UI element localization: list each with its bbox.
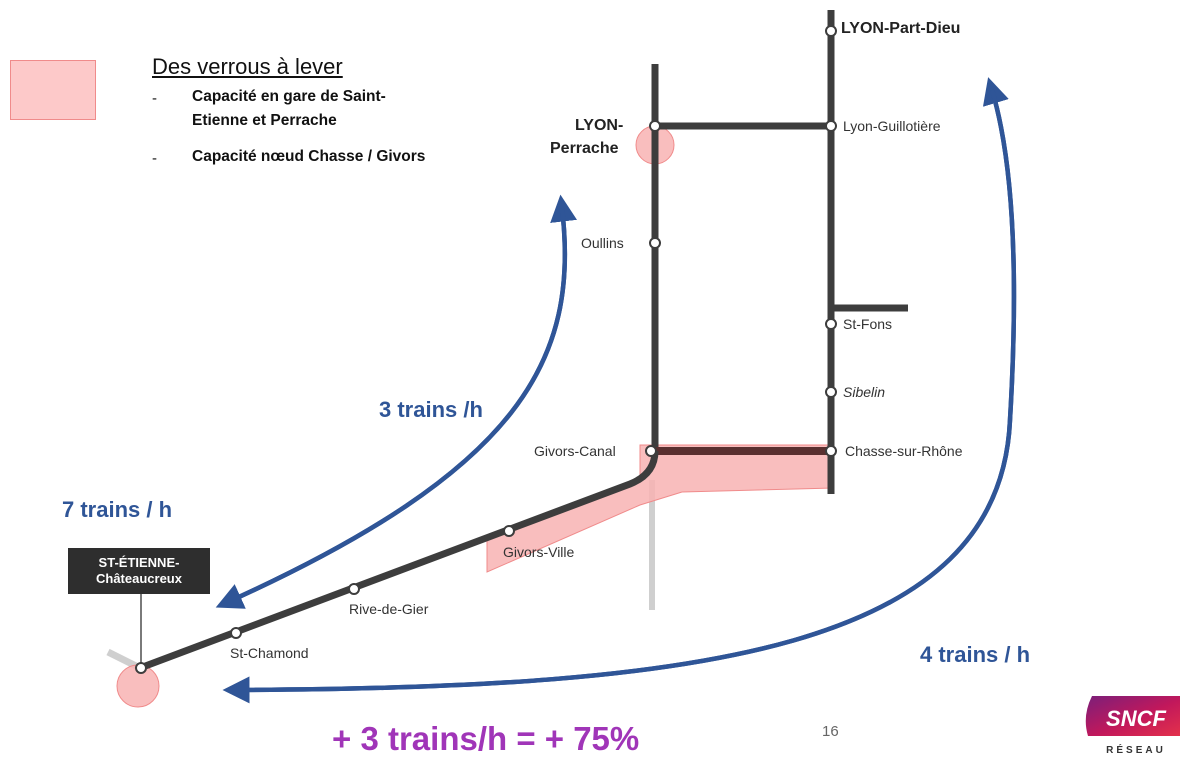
legend-bullet-2: -	[152, 150, 157, 167]
legend-item-2: Capacité nœud Chasse / Givors	[192, 148, 426, 165]
legend-bullet-1: -	[152, 90, 157, 107]
flow-label-part-dieu: 4 trains / h	[920, 642, 1031, 667]
page-number: 16	[822, 723, 839, 740]
arrow-to-st-etienne	[215, 207, 568, 609]
station-chasse-sur-rhone	[825, 445, 837, 457]
result-text: + 3 trains/h = + 75%	[332, 720, 640, 757]
label-rive-de-gier: Rive-de-Gier	[349, 601, 429, 617]
flow-label-st-etienne: 7 trains / h	[62, 497, 173, 522]
station-lyon-part-dieu	[825, 25, 837, 37]
label-st-chamond: St-Chamond	[230, 645, 309, 661]
label-lyon-guillotiere: Lyon-Guillotière	[843, 118, 941, 134]
label-sibelin: Sibelin	[843, 384, 886, 400]
flow-label-perrache: 3 trains /h	[379, 397, 483, 422]
label-lyon-perrache-1: LYON-	[575, 117, 624, 134]
label-st-etienne-chateaucreux: ST-ÉTIENNE- Châteaucreux	[68, 548, 210, 594]
station-st-fons	[825, 318, 837, 330]
legend-item-1-line-2: Etienne et Perrache	[192, 112, 337, 129]
legend-swatch	[10, 60, 96, 120]
sncf-logo-sub: RÉSEAU	[1106, 743, 1166, 756]
label-lyon-part-dieu: LYON-Part-Dieu	[841, 20, 961, 37]
label-givors-ville: Givors-Ville	[503, 544, 575, 560]
station-st-etienne	[135, 662, 147, 674]
sncf-reseau-logo: SNCF RÉSEAU	[1080, 690, 1184, 760]
station-lyon-perrache	[649, 120, 661, 132]
label-lyon-perrache-2: Perrache	[550, 140, 619, 157]
station-lyon-guillotiere	[825, 120, 837, 132]
station-givors-ville	[503, 525, 515, 537]
label-st-etienne-line-2: Châteaucreux	[96, 571, 182, 586]
legend-item-1-line-1: Capacité en gare de Saint-	[192, 88, 386, 105]
sncf-logo-brand: SNCF	[1106, 706, 1166, 731]
label-oullins: Oullins	[581, 235, 624, 251]
label-givors-canal: Givors-Canal	[534, 443, 616, 459]
legend-title: Des verrous à lever	[152, 54, 343, 79]
station-oullins	[649, 237, 661, 249]
station-givors-canal	[645, 445, 657, 457]
station-rive-de-gier	[348, 583, 360, 595]
sncf-logo-graphic: SNCF RÉSEAU	[1085, 696, 1180, 756]
station-sibelin	[825, 386, 837, 398]
label-st-etienne-line-1: ST-ÉTIENNE-	[98, 555, 180, 570]
label-chasse-sur-rhone: Chasse-sur-Rhône	[845, 443, 963, 459]
track-st-etienne-line	[138, 450, 659, 672]
arrow-part-dieu-to-st-etienne	[222, 89, 1017, 704]
label-st-fons: St-Fons	[843, 316, 893, 332]
station-st-chamond	[230, 627, 242, 639]
